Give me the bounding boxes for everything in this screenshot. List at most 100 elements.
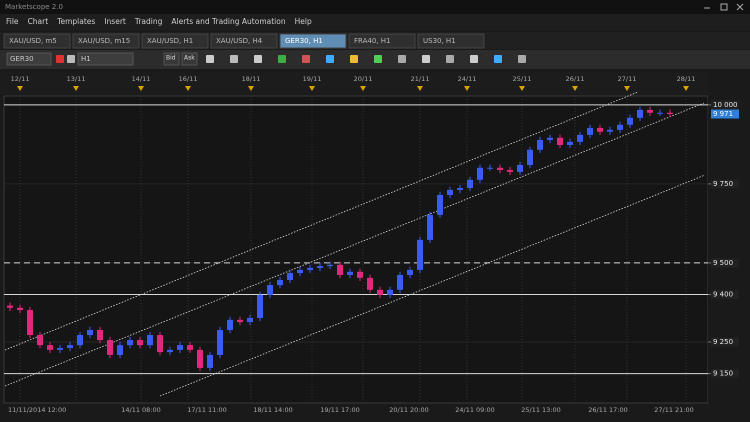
candle-body bbox=[587, 127, 593, 135]
toolbar-icon[interactable] bbox=[326, 55, 334, 63]
timeframe-select[interactable] bbox=[77, 52, 134, 66]
tick-label-bg bbox=[711, 100, 739, 110]
timeframe-text[interactable]: H1 bbox=[81, 55, 91, 63]
candle-body bbox=[657, 112, 663, 114]
candle-body bbox=[77, 335, 83, 346]
toolbar-icon[interactable] bbox=[422, 55, 430, 63]
tick-label-bg bbox=[711, 369, 739, 379]
candle-body bbox=[47, 345, 53, 350]
candle-body bbox=[297, 269, 303, 274]
candle-body bbox=[257, 294, 263, 318]
date-label: 25/11 bbox=[513, 75, 532, 83]
y-tick-label: 9 750 bbox=[713, 180, 733, 188]
candle-body bbox=[327, 264, 333, 267]
candle-body bbox=[237, 319, 243, 323]
tab[interactable] bbox=[417, 33, 485, 49]
last-price-box bbox=[711, 109, 739, 119]
menu-item[interactable]: Chart bbox=[28, 17, 49, 26]
window-title: Marketscope 2.0 bbox=[5, 3, 63, 11]
toolbar-icon[interactable] bbox=[470, 55, 478, 63]
tab-label[interactable]: XAU/USD, m15 bbox=[78, 37, 130, 45]
candle-body bbox=[277, 280, 283, 286]
candle-body bbox=[247, 317, 253, 323]
candle-body bbox=[227, 319, 233, 330]
time-label: 25/11 13:00 bbox=[521, 406, 561, 414]
tab-label[interactable]: US30, H1 bbox=[423, 37, 456, 45]
date-label: 24/11 bbox=[458, 75, 477, 83]
y-tick-label: 9 500 bbox=[713, 259, 733, 267]
price-button[interactable] bbox=[181, 52, 198, 66]
candle-body bbox=[347, 271, 353, 275]
time-label: 14/11 08:00 bbox=[121, 406, 161, 414]
window-controls[interactable] bbox=[704, 3, 744, 11]
candle-body bbox=[627, 117, 633, 125]
date-marker bbox=[17, 86, 23, 91]
tab[interactable] bbox=[141, 33, 209, 49]
toolbar-icon[interactable] bbox=[254, 55, 262, 63]
menu-item[interactable]: Help bbox=[295, 17, 312, 26]
toolbar-icon[interactable] bbox=[206, 55, 214, 63]
candle-body bbox=[287, 273, 293, 281]
tab[interactable] bbox=[279, 33, 347, 49]
menu-item[interactable]: Alerts and Trading Automation bbox=[171, 17, 285, 26]
tab[interactable] bbox=[348, 33, 416, 49]
y-tick-label: 9 250 bbox=[713, 338, 733, 346]
time-label: 19/11 17:00 bbox=[320, 406, 360, 414]
symbol-text[interactable]: GER30 bbox=[10, 55, 34, 63]
tab-label[interactable]: GER30, H1 bbox=[285, 37, 323, 45]
tab[interactable] bbox=[210, 33, 278, 49]
symbol-select[interactable] bbox=[6, 52, 52, 66]
toolbar-icon[interactable] bbox=[56, 55, 64, 63]
candle-body bbox=[267, 285, 273, 295]
menu-item[interactable]: Templates bbox=[56, 17, 95, 26]
toolbar-icon[interactable] bbox=[350, 55, 358, 63]
candle-body bbox=[317, 266, 323, 268]
candle-body bbox=[487, 167, 493, 169]
date-marker bbox=[248, 86, 254, 91]
menu-item[interactable]: Trading bbox=[134, 17, 163, 26]
date-strip bbox=[0, 72, 708, 94]
date-marker bbox=[624, 86, 630, 91]
menu-item[interactable]: File bbox=[6, 17, 19, 26]
date-marker bbox=[73, 86, 79, 91]
y-tick-label: 10 000 bbox=[713, 101, 738, 109]
toolbar-icon[interactable] bbox=[230, 55, 238, 63]
title-bar bbox=[0, 0, 750, 14]
candle-body bbox=[607, 129, 613, 132]
date-marker bbox=[464, 86, 470, 91]
price-button[interactable] bbox=[163, 52, 180, 66]
date-marker bbox=[519, 86, 525, 91]
candle-body bbox=[177, 345, 183, 350]
candle-body bbox=[567, 141, 573, 146]
toolbar-icon[interactable] bbox=[67, 55, 75, 63]
tab-label[interactable]: XAU/USD, m5 bbox=[9, 37, 57, 45]
tab[interactable] bbox=[72, 33, 140, 49]
candle-body bbox=[557, 137, 563, 146]
tab-label[interactable]: FRA40, H1 bbox=[354, 37, 390, 45]
candle-body bbox=[127, 340, 133, 346]
candle-body bbox=[207, 354, 213, 368]
date-label: 20/11 bbox=[354, 75, 373, 83]
toolbar-icon[interactable] bbox=[446, 55, 454, 63]
menu-item[interactable]: Insert bbox=[104, 17, 126, 26]
tab-label[interactable]: XAU/USD, H4 bbox=[216, 37, 263, 45]
tab[interactable] bbox=[3, 33, 71, 49]
toolbar-icon[interactable] bbox=[278, 55, 286, 63]
tab-label[interactable]: XAU/USD, H1 bbox=[147, 37, 193, 45]
date-label: 12/11 bbox=[11, 75, 30, 83]
toolbar-icon[interactable] bbox=[398, 55, 406, 63]
tick-label-bg bbox=[711, 290, 739, 300]
time-label: 18/11 14:00 bbox=[253, 406, 293, 414]
y-tick-label: 9 150 bbox=[713, 370, 733, 378]
price-button-label[interactable]: Bid bbox=[166, 55, 176, 62]
price-button-label[interactable]: Ask bbox=[184, 55, 195, 62]
toolbar-icon[interactable] bbox=[374, 55, 382, 63]
toolbar-icon[interactable] bbox=[302, 55, 310, 63]
time-label: 11/11/2014 12:00 bbox=[8, 406, 66, 414]
toolbar-icon[interactable] bbox=[518, 55, 526, 63]
date-label: 16/11 bbox=[179, 75, 198, 83]
date-marker bbox=[138, 86, 144, 91]
toolbar-icon[interactable] bbox=[494, 55, 502, 63]
candle-body bbox=[447, 189, 453, 195]
